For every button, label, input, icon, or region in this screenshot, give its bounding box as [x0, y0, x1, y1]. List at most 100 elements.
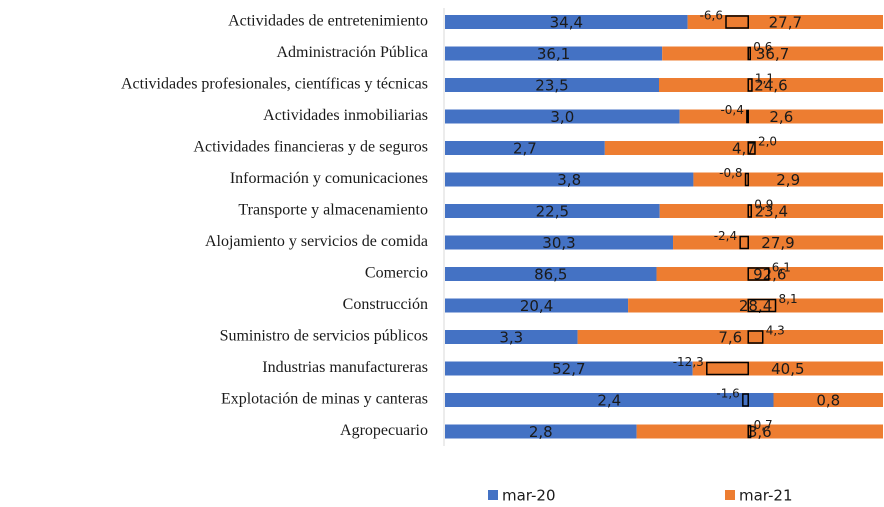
category-label: Actividades profesionales, científicas y… [121, 76, 428, 93]
data-label: 2,9 [776, 171, 800, 189]
bar-segment [656, 267, 883, 281]
data-label: 24,6 [754, 77, 787, 95]
data-label: 4,7 [732, 140, 756, 158]
variation-label: -0,8 [719, 166, 742, 180]
category-label: Suministro de servicios públicos [220, 328, 428, 345]
data-label: 40,5 [771, 360, 804, 378]
legend-label: mar-20 [502, 487, 556, 505]
data-label: 23,4 [755, 203, 788, 221]
variation-label: -12,3 [673, 355, 704, 369]
variation-bar [747, 78, 753, 92]
variation-label: 8,1 [779, 292, 798, 306]
bar-segment [445, 15, 688, 29]
variation-bar [747, 46, 752, 61]
bar-segment [445, 109, 680, 124]
bar-segment [658, 78, 883, 92]
category-label: Transporte y almacenamiento [238, 202, 428, 219]
variation-label: -6,6 [700, 9, 723, 23]
data-label: 2,8 [529, 423, 553, 441]
bar-segment [679, 109, 883, 124]
data-label: 0,8 [816, 392, 840, 410]
variation-label: 0,9 [754, 198, 773, 212]
data-label: 22,5 [536, 203, 569, 221]
category-label: Información y comunicaciones [230, 170, 428, 187]
variation-label: 1,1 [755, 72, 774, 86]
data-label: 92,6 [753, 266, 786, 284]
data-label: 7,6 [718, 329, 742, 347]
legend-swatch [725, 490, 735, 500]
bar-segment [445, 235, 674, 250]
variation-bar [742, 393, 749, 407]
data-label: 27,9 [761, 234, 794, 252]
data-label: 2,7 [513, 140, 537, 158]
data-label: 28,4 [739, 297, 772, 315]
bar-segment [577, 330, 883, 344]
category-label: Comercio [365, 265, 428, 282]
data-label: 52,7 [552, 360, 585, 378]
bar-segment [692, 361, 883, 376]
legend-swatch [488, 490, 498, 500]
data-label: 3,6 [748, 423, 772, 441]
data-label: 2,4 [597, 392, 621, 410]
category-label: Industrias manufactureras [262, 359, 428, 376]
bar-segment [445, 204, 660, 218]
bar-segment [445, 78, 659, 92]
legend-label: mar-21 [739, 487, 793, 505]
variation-label: 4,3 [766, 324, 785, 338]
variation-bar [747, 298, 777, 313]
bar-segment [445, 393, 774, 407]
bar-segment [659, 204, 883, 218]
variation-bar [747, 330, 764, 344]
bar-segment [445, 298, 629, 313]
data-label: 3,8 [557, 171, 581, 189]
data-label: 2,6 [769, 108, 793, 126]
bar-segment [445, 172, 694, 187]
bar-segment [445, 361, 693, 376]
bar-segment [604, 141, 883, 155]
data-label: 3,0 [550, 108, 574, 126]
category-label: Agropecuario [340, 422, 428, 439]
variation-label: 6,1 [772, 261, 791, 275]
data-label: 3,3 [499, 329, 523, 347]
variation-bar [744, 172, 749, 187]
variation-bar [747, 424, 752, 439]
variation-bar [747, 141, 756, 155]
bar-segment [662, 46, 883, 61]
bar-segment [693, 172, 883, 187]
variation-label: 0,7 [754, 418, 773, 432]
category-label: Actividades de entretenimiento [228, 13, 428, 30]
bar-segment [445, 424, 637, 439]
variation-label: 2,0 [758, 135, 777, 149]
bar-segment [445, 330, 578, 344]
data-label: 86,5 [534, 266, 567, 284]
bar-segment [445, 141, 605, 155]
bar-segment [773, 393, 883, 407]
data-label: 34,4 [550, 14, 583, 32]
category-label: Explotación de minas y canteras [221, 391, 428, 408]
data-label: 36,7 [756, 45, 789, 63]
data-label: 20,4 [520, 297, 553, 315]
category-label: Alojamiento y servicios de comida [205, 233, 428, 250]
bar-segment [687, 15, 883, 29]
category-label: Actividades financieras y de seguros [193, 139, 428, 156]
variation-bar [739, 235, 749, 250]
bar-segment [628, 298, 883, 313]
variation-bar [706, 361, 749, 376]
bar-segment [636, 424, 883, 439]
bar-segment [673, 235, 883, 250]
variation-bar [747, 267, 770, 281]
data-label: 23,5 [535, 77, 568, 95]
data-label: 27,7 [769, 14, 802, 32]
data-label: 30,3 [542, 234, 575, 252]
variation-bar [725, 15, 749, 29]
bar-segment [445, 46, 663, 61]
category-label: Actividades inmobiliarias [263, 107, 428, 124]
variation-label: -0,4 [720, 103, 743, 117]
variation-label: -1,6 [716, 387, 739, 401]
bar-segment [445, 267, 657, 281]
variation-bar [747, 204, 753, 218]
variation-label: 0,6 [753, 40, 772, 54]
variation-label: -2,4 [714, 229, 737, 243]
data-label: 36,1 [537, 45, 570, 63]
